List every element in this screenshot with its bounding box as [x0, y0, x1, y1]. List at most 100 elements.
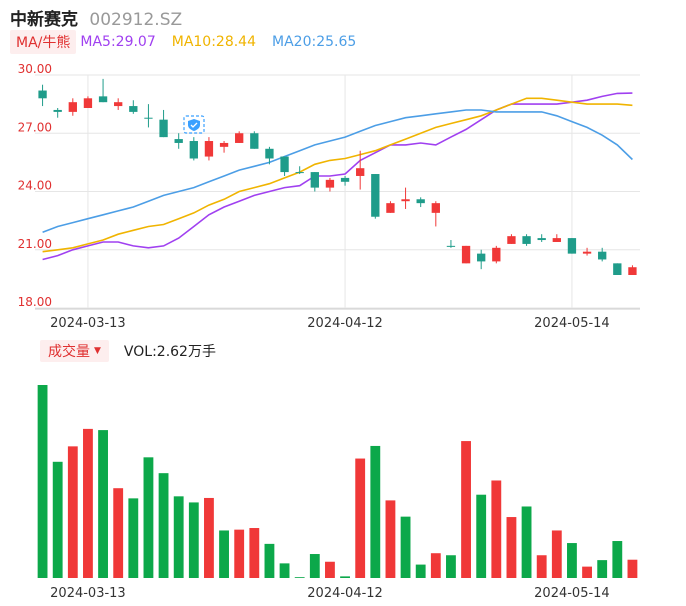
ma10-line	[42, 97, 633, 253]
candle-body	[356, 168, 365, 176]
candle	[174, 133, 183, 149]
ma5-label: MA5:29.07	[80, 34, 156, 50]
ma-toggle-button[interactable]: MA/牛熊	[10, 30, 77, 54]
candle-body	[386, 203, 395, 213]
candle	[477, 249, 486, 270]
ma20-line	[42, 109, 633, 234]
candle-body	[582, 251, 592, 254]
candle-body	[340, 177, 350, 182]
candle-body	[325, 179, 335, 188]
candle-body	[265, 148, 274, 159]
volume-bar	[249, 528, 260, 578]
candle	[552, 234, 561, 242]
volume-bar	[98, 430, 108, 578]
price-chart: 30.00 27.00 24.00 21.00 18.00 2024-03-13 2024-…	[18, 62, 640, 330]
volume-value: VOL:2.62万手	[123, 344, 216, 360]
ma5-line	[42, 92, 633, 261]
volume-bar	[158, 473, 169, 578]
price-axis: 30.00 27.00 24.00 21.00 18.00 2024-03-13 2024-…	[18, 62, 610, 330]
volume-bar	[430, 553, 441, 578]
candle-body	[567, 238, 577, 254]
x-tick-label: 2024-03-13	[50, 316, 126, 330]
volume-bar	[461, 441, 471, 578]
candle	[68, 98, 77, 116]
volume-bar	[355, 458, 366, 578]
candle	[295, 166, 304, 175]
candle-body	[38, 90, 47, 99]
candle-body	[492, 247, 501, 262]
volume-bar	[37, 385, 48, 578]
x-tick-label: 2024-05-14	[534, 316, 610, 330]
candle-body	[401, 199, 410, 202]
volume-indicator-button[interactable]: 成交量 ▼	[40, 340, 109, 362]
volume-bar	[309, 554, 320, 578]
candle-body	[174, 139, 183, 143]
candle-body	[416, 199, 425, 204]
volume-bar	[446, 555, 456, 578]
y-tick-label: 27.00	[18, 120, 52, 134]
candle	[38, 84, 47, 107]
volume-bar	[536, 555, 547, 578]
volume-bar	[264, 543, 275, 578]
volume-bar	[294, 577, 305, 578]
candle-body	[219, 142, 229, 147]
candle	[613, 263, 622, 275]
candle	[204, 137, 214, 161]
candle-body	[431, 203, 440, 213]
y-tick-label: 30.00	[18, 62, 52, 76]
volume-x-tick-label: 2024-05-14	[534, 586, 610, 601]
volume-bar	[188, 502, 199, 578]
candle	[507, 234, 516, 244]
candle	[250, 131, 259, 149]
candle	[628, 265, 637, 275]
candle	[522, 234, 531, 246]
candle	[53, 108, 62, 118]
candle-body	[235, 133, 244, 143]
candle	[340, 175, 350, 186]
volume-bar	[627, 559, 638, 578]
candle-body	[310, 172, 319, 188]
candle-body	[522, 236, 531, 244]
ma-legend: MA/牛熊 MA5:29.07 MA10:28.44 MA20:25.65	[10, 29, 372, 55]
volume-bar	[143, 457, 154, 578]
volume-bar	[385, 500, 396, 578]
candle-body	[295, 172, 304, 174]
candle	[537, 234, 546, 242]
candle	[371, 174, 380, 219]
candle	[265, 146, 274, 165]
candle-body	[204, 141, 214, 157]
volume-bars	[37, 385, 638, 578]
candle-body	[53, 109, 62, 112]
candle	[567, 238, 577, 254]
volume-axis: 2024-03-13 2024-04-12 2024-05-14	[50, 586, 610, 601]
candle-body	[552, 238, 561, 242]
candle-body	[477, 253, 486, 262]
stock-title: 中新赛克 002912.SZ	[10, 5, 182, 30]
candle	[325, 177, 335, 192]
candle-body	[98, 96, 108, 103]
candles	[38, 78, 637, 275]
volume-bar	[506, 517, 517, 578]
volume-bar	[340, 576, 350, 578]
volume-bar	[52, 461, 63, 578]
volume-bar	[400, 516, 411, 578]
candle	[356, 150, 365, 190]
candle	[310, 172, 319, 192]
stock-name: 中新赛克	[10, 10, 78, 30]
y-tick-label: 21.00	[18, 237, 52, 251]
y-tick-label: 18.00	[18, 295, 52, 309]
candle	[582, 247, 592, 256]
volume-x-tick-label: 2024-03-13	[50, 586, 126, 601]
candle	[598, 247, 607, 262]
candle-body	[83, 98, 93, 109]
candle-body	[446, 245, 456, 247]
ma10-label: MA10:28.44	[171, 34, 257, 50]
candle	[446, 240, 456, 248]
volume-bar	[370, 445, 381, 578]
candle-body	[144, 117, 153, 119]
volume-bar	[612, 541, 623, 578]
volume-bar	[476, 494, 487, 578]
volume-indicator-label: 成交量	[48, 344, 90, 360]
volume-bar	[551, 530, 562, 578]
candle-body	[68, 102, 77, 112]
